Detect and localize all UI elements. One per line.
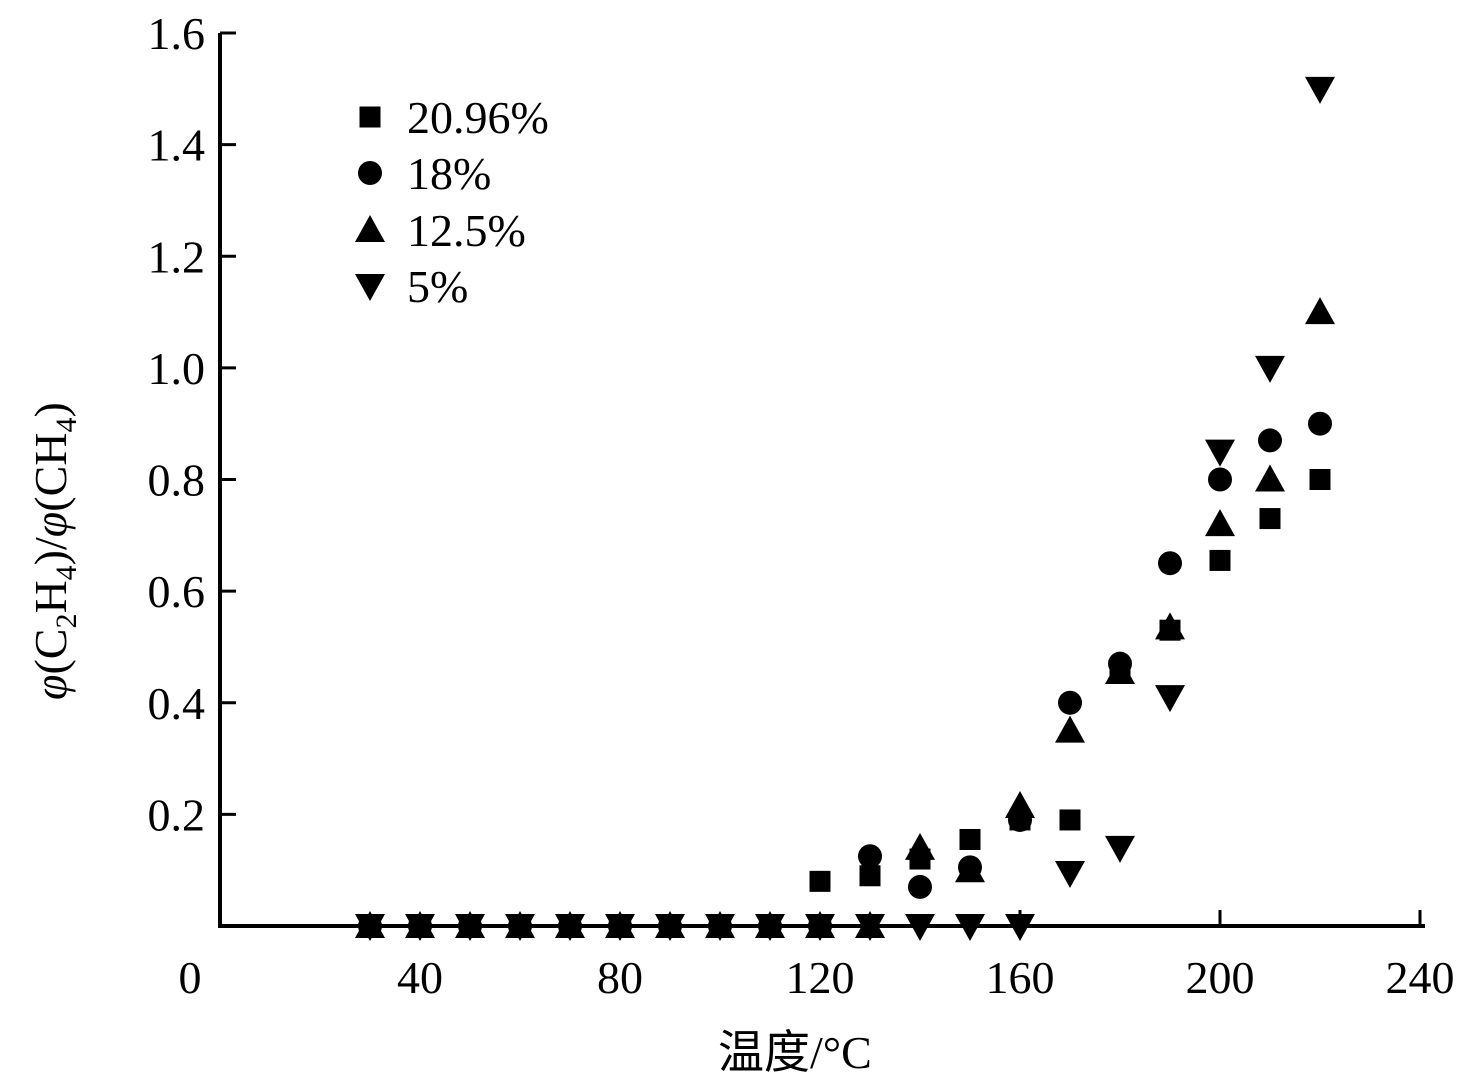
x-tick-label: 40 — [397, 952, 443, 1003]
triangle-down-marker — [755, 914, 785, 941]
triangle-up-marker — [1305, 297, 1335, 325]
series-triangle-down — [355, 76, 1335, 941]
circle-marker — [1158, 551, 1182, 576]
triangle-up-icon — [355, 215, 385, 242]
square-marker — [959, 828, 981, 850]
circle-marker — [858, 844, 882, 869]
triangle-down-marker — [655, 914, 685, 941]
square-marker — [1259, 508, 1281, 530]
y-tick-label: 1.6 — [148, 8, 206, 59]
triangle-down-marker — [955, 914, 985, 941]
series-square — [359, 469, 1331, 937]
triangle-down-marker — [1305, 76, 1335, 104]
triangle-down-marker — [905, 914, 935, 941]
triangle-down-marker — [1055, 860, 1085, 888]
triangle-down-marker — [455, 914, 485, 941]
triangle-down-marker — [1205, 439, 1235, 467]
triangle-down-marker — [1005, 914, 1035, 941]
legend-label: 12.5% — [407, 205, 526, 256]
axes — [218, 31, 1425, 928]
legend-label: 5% — [407, 261, 468, 312]
circle-marker — [908, 874, 932, 899]
y-title-open-2: (CH — [25, 433, 76, 512]
data-points — [355, 76, 1335, 941]
x-tick-label: 0 — [179, 952, 202, 1003]
triangle-down-marker — [555, 914, 585, 941]
y-tick-label: 1.0 — [148, 343, 206, 394]
square-marker — [859, 865, 881, 887]
y-title-h: H — [25, 580, 76, 613]
x-axis-title-unit: °C — [823, 1027, 872, 1078]
circle-icon — [358, 161, 382, 185]
x-axis-title-main: 温度/ — [718, 1027, 823, 1078]
legend-label: 20.96% — [407, 92, 549, 143]
x-axis-title: 温度/°C — [718, 1027, 872, 1078]
y-title-close-2: ) — [25, 402, 76, 417]
tick-labels: 0.2 0.4 0.6 0.8 1.0 1.2 1.4 1.6 0 40 80 120 160 200 24… — [148, 8, 1455, 1003]
square-marker — [1209, 549, 1231, 571]
triangle-down-marker — [355, 914, 385, 941]
y-title-phi-2: φ — [25, 512, 76, 537]
triangle-up-marker — [955, 855, 985, 883]
circle-marker — [1308, 411, 1332, 436]
triangle-up-marker — [1005, 791, 1035, 819]
y-tick-label: 0.8 — [148, 455, 206, 506]
triangle-down-marker — [1155, 685, 1185, 713]
y-tick-label: 0.4 — [148, 678, 206, 729]
circle-marker — [1208, 467, 1232, 492]
y-title-open-1: (C — [25, 629, 76, 675]
triangle-up-marker — [1055, 715, 1085, 743]
square-marker — [1309, 469, 1331, 490]
x-tick-label: 120 — [786, 952, 855, 1003]
series-circle — [358, 411, 1332, 938]
legend-item: 20.96% — [359, 92, 549, 143]
circle-marker — [1058, 690, 1082, 715]
legend-item: 18% — [358, 148, 491, 199]
triangle-down-marker — [855, 914, 885, 941]
series-triangle-up — [355, 297, 1335, 938]
triangle-down-marker — [805, 914, 835, 941]
triangle-up-marker — [1255, 464, 1285, 492]
square-marker — [809, 870, 831, 892]
legend: 20.96%18% 12.5%5% — [355, 92, 549, 312]
legend-label: 18% — [407, 148, 491, 199]
square-marker — [1059, 809, 1081, 831]
x-tick-label: 200 — [1186, 952, 1255, 1003]
triangle-up-marker — [1105, 657, 1135, 685]
triangle-up-marker — [905, 832, 935, 860]
triangle-up-marker — [1155, 612, 1185, 640]
triangle-down-marker — [605, 914, 635, 941]
y-title-sub-4b: 4 — [50, 418, 83, 433]
y-tick-label: 0.2 — [148, 789, 206, 840]
triangle-down-marker — [705, 914, 735, 941]
y-tick-label: 1.2 — [148, 231, 206, 282]
x-tick-label: 160 — [986, 952, 1055, 1003]
square-icon — [359, 106, 381, 128]
y-axis-title: φ(C2H4)/φ(CH4) — [25, 402, 83, 700]
y-title-sub-4a: 4 — [50, 565, 83, 580]
circle-marker — [1258, 428, 1282, 453]
legend-item: 5% — [355, 261, 468, 312]
triangle-down-marker — [505, 914, 535, 941]
x-tick-label: 80 — [597, 952, 643, 1003]
y-title-sub-2: 2 — [50, 614, 83, 629]
triangle-down-marker — [405, 914, 435, 941]
y-tick-label: 1.4 — [148, 120, 206, 171]
y-tick-label: 0.6 — [148, 566, 206, 617]
x-tick-label: 240 — [1386, 952, 1455, 1003]
y-title-phi-1: φ — [25, 675, 76, 700]
legend-item: 12.5% — [355, 205, 526, 256]
y-title-close-1: )/ — [25, 537, 76, 565]
triangle-down-icon — [355, 274, 385, 301]
triangle-down-marker — [1105, 835, 1135, 863]
triangle-up-marker — [1205, 509, 1235, 537]
triangle-down-marker — [1255, 355, 1285, 383]
